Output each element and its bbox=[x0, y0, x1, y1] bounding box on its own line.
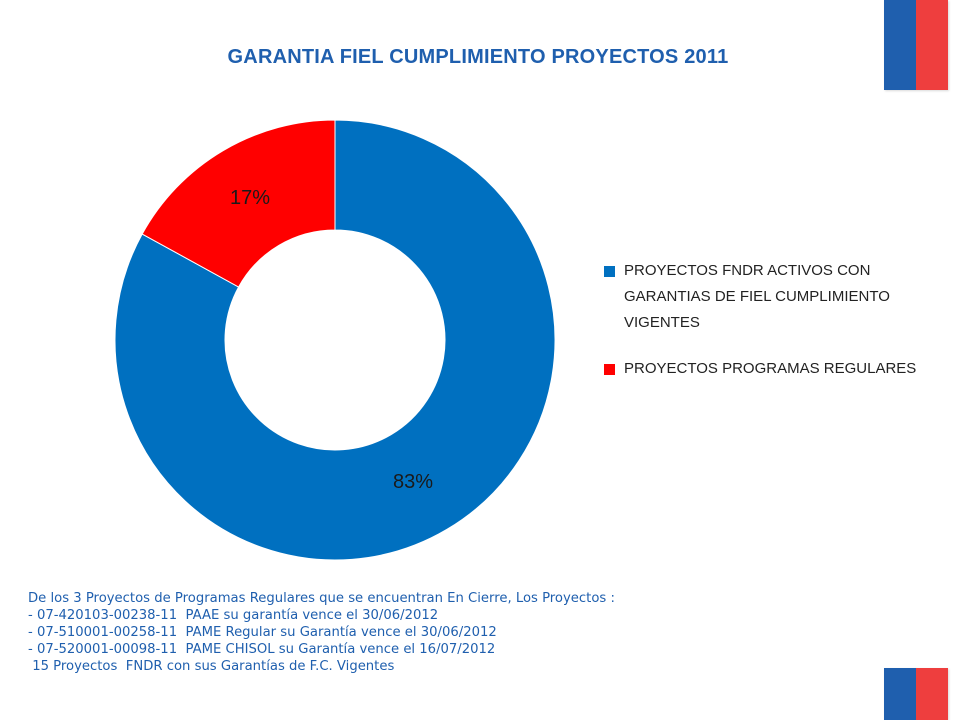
flag-decoration-bottom bbox=[884, 668, 948, 720]
legend-swatch-blue bbox=[604, 266, 615, 277]
legend-label: PROYECTOS FNDR ACTIVOS CON GARANTIAS DE … bbox=[624, 262, 890, 331]
flag-red-stripe bbox=[916, 668, 948, 720]
legend-label: PROYECTOS PROGRAMAS REGULARES bbox=[624, 360, 917, 377]
legend-item-fndr: PROYECTOS FNDR ACTIVOS CON GARANTIAS DE … bbox=[604, 258, 924, 336]
legend-item-programas: PROYECTOS PROGRAMAS REGULARES bbox=[604, 356, 924, 382]
note-line: - 07-520001-00098-11 PAME CHISOL su Gara… bbox=[28, 642, 496, 657]
note-line: 15 Proyectos FNDR con sus Garantías de F… bbox=[28, 659, 395, 674]
note-line: - 07-510001-00258-11 PAME Regular su Gar… bbox=[28, 625, 497, 640]
chart-title: GARANTIA FIEL CUMPLIMIENTO PROYECTOS 201… bbox=[227, 46, 729, 68]
donut-chart bbox=[114, 119, 556, 561]
slice-fndr-activos bbox=[114, 119, 556, 561]
footnotes: De los 3 Proyectos de Programas Regulare… bbox=[28, 590, 788, 675]
note-line: - 07-420103-00238-11 PAAE su garantía ve… bbox=[28, 608, 439, 623]
flag-blue-stripe bbox=[884, 0, 916, 90]
data-label-red: 17% bbox=[230, 187, 271, 209]
flag-red-stripe bbox=[916, 0, 948, 90]
legend-swatch-red bbox=[604, 364, 615, 375]
data-label-blue: 83% bbox=[393, 471, 434, 493]
note-line: De los 3 Proyectos de Programas Regulare… bbox=[28, 591, 615, 606]
legend: PROYECTOS FNDR ACTIVOS CON GARANTIAS DE … bbox=[604, 258, 924, 382]
flag-blue-stripe bbox=[884, 668, 916, 720]
slice-programas-regulares bbox=[141, 119, 336, 288]
flag-decoration-top bbox=[884, 0, 948, 90]
